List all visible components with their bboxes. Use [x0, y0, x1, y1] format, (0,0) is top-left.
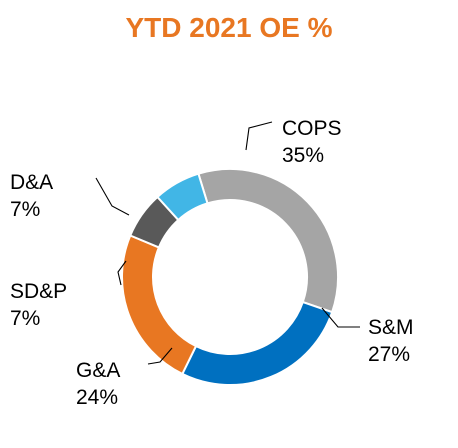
leader-line-s-m: [321, 307, 360, 328]
leader-line-d-a: [95, 177, 130, 216]
leader-line-g-a: [147, 347, 173, 365]
value-label-d-a: 7%: [10, 198, 40, 221]
labels-group: COPS 35% S&M 27% G&A 24% SD&P 7% D&A 7%: [10, 117, 414, 409]
chart-title: YTD 2021 OE %: [125, 12, 333, 43]
slices-group: [121, 168, 339, 386]
leader-line-cops: [245, 121, 273, 151]
leader-line-sd-p: [117, 260, 127, 286]
slice-cops: [197, 168, 339, 314]
category-label-d-a: D&A: [10, 171, 53, 194]
slice-d-a: [156, 172, 209, 222]
category-label-cops: COPS: [282, 117, 342, 140]
category-label-g-a: G&A: [76, 359, 120, 382]
category-label-sd-p: SD&P: [10, 280, 67, 303]
value-label-cops: 35%: [282, 144, 324, 167]
value-label-s-m: 27%: [368, 343, 410, 366]
slice-g-a: [121, 234, 198, 376]
category-label-s-m: S&M: [368, 316, 414, 339]
value-label-sd-p: 7%: [10, 307, 40, 330]
leader-lines-group: [95, 121, 360, 365]
value-label-g-a: 24%: [76, 386, 118, 409]
slice-s-m: [180, 300, 334, 386]
